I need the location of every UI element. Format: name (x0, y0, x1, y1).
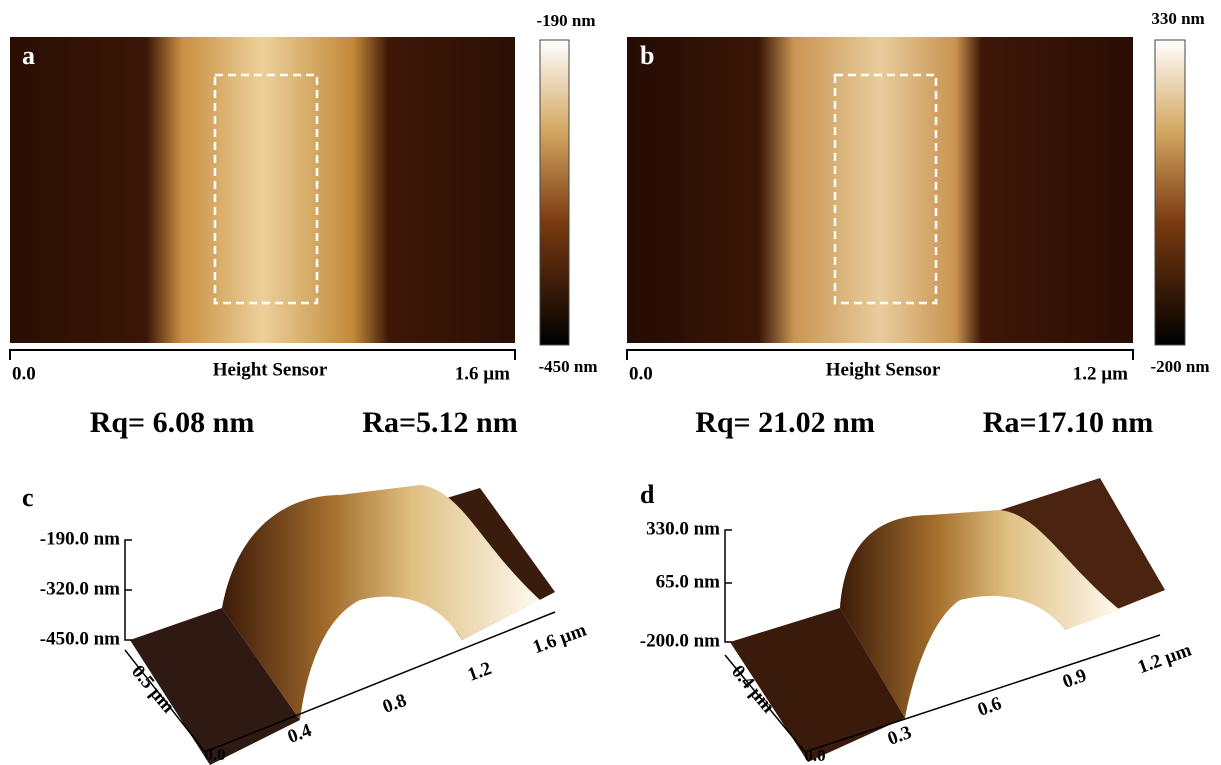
x-label: 1.2 µm (1135, 640, 1194, 679)
colorbar-max: -190 nm (536, 11, 595, 30)
rq: Rq= 6.08 nm (90, 406, 255, 439)
panel-label: c (22, 483, 34, 512)
x-label: 0.3 (885, 722, 915, 750)
panel-label: a (22, 41, 35, 70)
colorbar-max: 330 nm (1151, 9, 1204, 28)
x-label: 0.9 (1060, 665, 1090, 693)
z-label: -320.0 nm (40, 578, 120, 599)
panel-label: b (640, 41, 654, 70)
origin: 0.0 (804, 746, 825, 765)
x-label: 0.8 (380, 690, 410, 718)
rq: Rq= 21.02 nm (695, 406, 875, 439)
x-label: 1.6 µm (530, 620, 589, 659)
x-label: 0.6 (975, 693, 1005, 721)
panel-label: d (640, 480, 655, 509)
axis-start: 0.0 (12, 363, 36, 384)
height-map (627, 37, 1133, 343)
figure: a -190 nm -450 nm 0.0 Height Sensor 1.6 … (0, 0, 1221, 765)
axis-title: Height Sensor (826, 359, 941, 380)
ra: Ra=5.12 nm (362, 406, 517, 439)
axis-end: 1.6 µm (455, 363, 510, 384)
axis-end: 1.2 µm (1073, 363, 1128, 384)
z-label: 65.0 nm (656, 571, 721, 592)
height-map (10, 37, 515, 343)
axis-title: Height Sensor (213, 359, 328, 380)
page: {"panels": [ {"label": "a", "colorbar_ma… (0, 0, 1221, 765)
colorbar-min: -450 nm (538, 357, 597, 376)
z-axis (725, 530, 732, 642)
z-label: -190.0 nm (40, 528, 120, 549)
z-label: -450.0 nm (40, 628, 120, 649)
z-label: -200.0 nm (640, 630, 720, 651)
origin: 0.0 (204, 745, 225, 764)
x-label: 1.2 (465, 658, 495, 686)
axis-start: 0.0 (629, 363, 653, 384)
colorbar (1155, 40, 1185, 345)
z-label: 330.0 nm (646, 518, 720, 539)
colorbar (540, 40, 569, 345)
colorbar-min: -200 nm (1150, 357, 1209, 376)
ra: Ra=17.10 nm (983, 406, 1153, 439)
z-axis (125, 540, 132, 640)
